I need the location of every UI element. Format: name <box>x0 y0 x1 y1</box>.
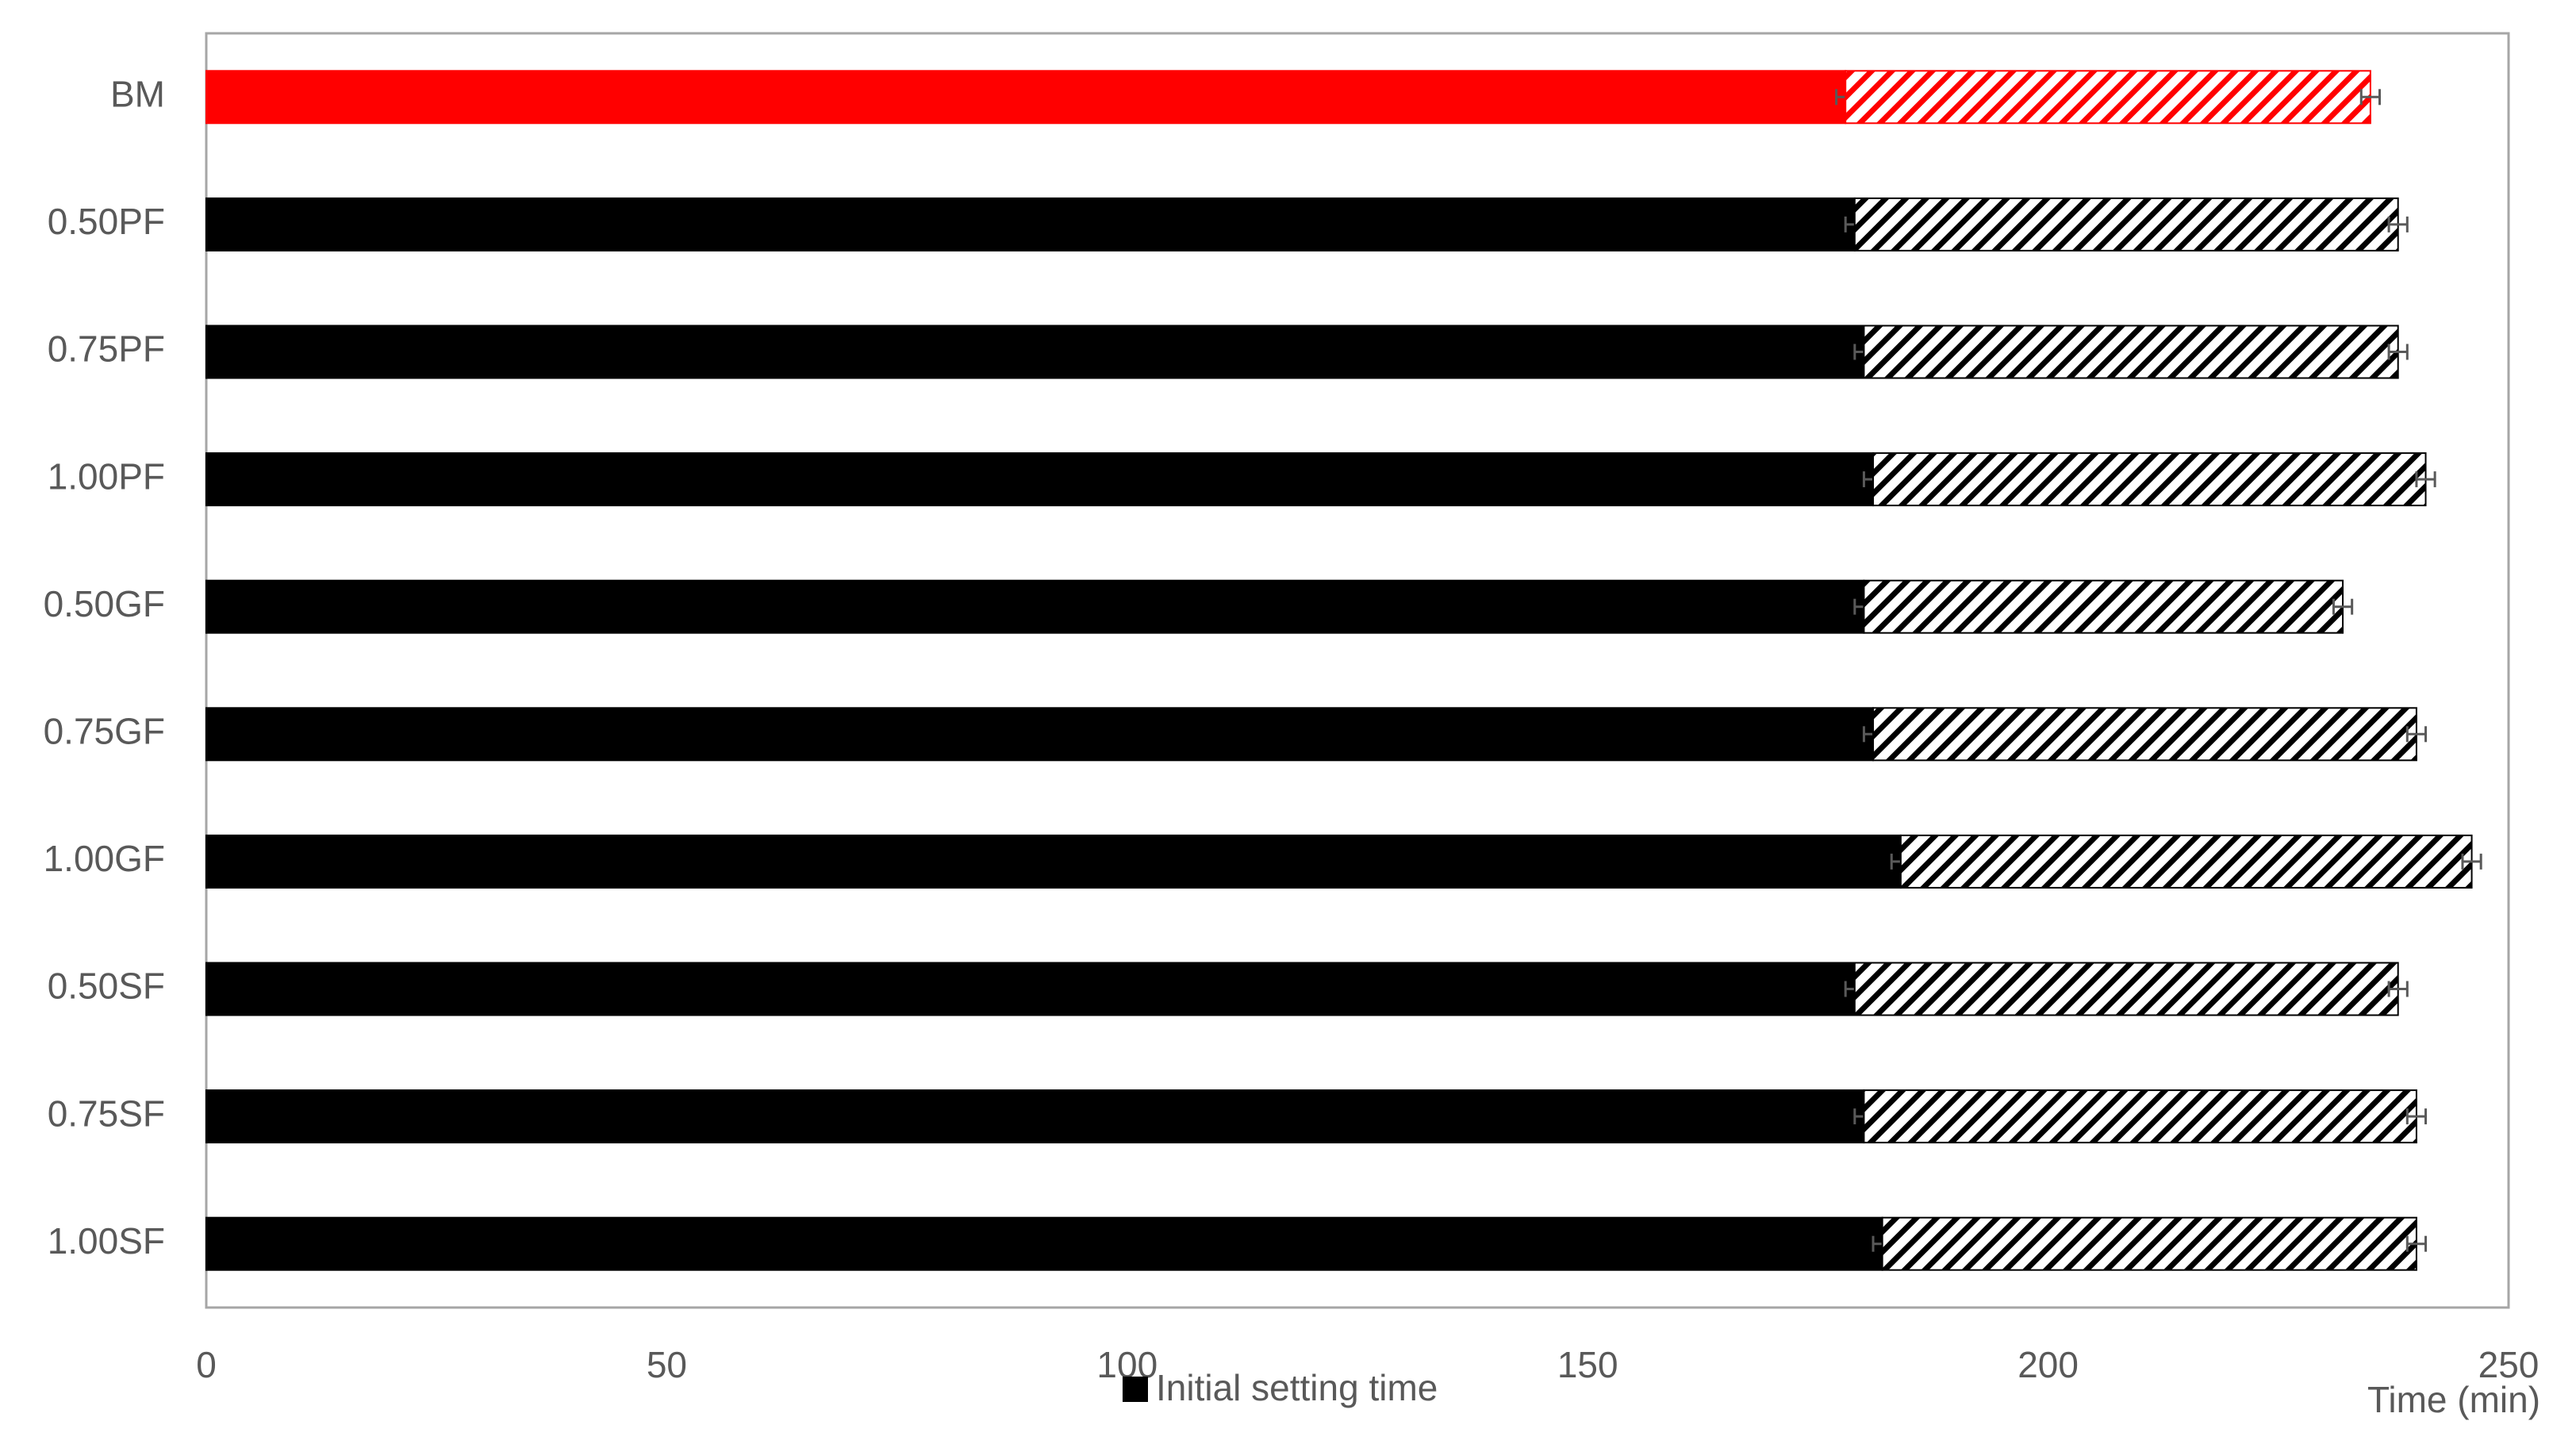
bar-segment <box>1853 197 2399 252</box>
bar-segment <box>205 452 1875 507</box>
bar-segment <box>1845 70 2371 125</box>
y-tick-label: 0.75GF <box>44 710 165 751</box>
x-tick-label: 250 <box>2478 1344 2540 1385</box>
y-tick-label: 0.75SF <box>48 1093 165 1134</box>
bar-segment <box>1863 579 2344 634</box>
x-tick-label: 0 <box>196 1344 217 1385</box>
bar-segment <box>205 962 1856 1016</box>
error-bar <box>2461 853 2482 870</box>
y-tick-label: 1.00GF <box>44 838 165 879</box>
error-bar <box>2387 216 2409 232</box>
bar-segment <box>1872 707 2417 762</box>
legend-swatch <box>1123 1377 1148 1402</box>
error-bar <box>2332 598 2354 615</box>
plot-area <box>205 32 2510 1309</box>
bar-segment <box>1872 452 2427 507</box>
y-tick-label: 1.00PF <box>48 455 165 497</box>
bar-segment <box>205 70 1847 125</box>
bar-segment <box>1853 962 2399 1016</box>
bar-segment <box>1863 325 2399 379</box>
legend-label: Initial setting time <box>1156 1367 1438 1408</box>
x-tick-label: 50 <box>647 1344 687 1385</box>
error-bar <box>2405 726 2428 743</box>
error-bar <box>2405 1108 2428 1125</box>
x-axis-label: Time (min) <box>2367 1379 2540 1420</box>
bar-segment <box>205 707 1875 762</box>
error-bar <box>2415 471 2436 488</box>
y-tick-label: BM <box>110 73 165 114</box>
bar-segment <box>1863 1089 2417 1144</box>
error-bar <box>2387 344 2409 360</box>
y-tick-label: 0.50PF <box>48 201 165 242</box>
bar-segment <box>205 579 1865 634</box>
error-bar <box>2387 981 2409 997</box>
bar-segment <box>1881 1216 2417 1271</box>
x-tick-label: 200 <box>2017 1344 2079 1385</box>
bar-segment <box>205 1089 1865 1144</box>
bar-segment <box>205 834 1902 889</box>
bar-segment <box>205 325 1865 379</box>
y-tick-label: 1.00SF <box>48 1220 165 1262</box>
y-tick-label: 0.50SF <box>48 966 165 1007</box>
x-tick-label: 150 <box>1557 1344 1618 1385</box>
y-tick-label: 0.75PF <box>48 328 165 370</box>
y-tick-label: 0.50GF <box>44 583 165 624</box>
bar-segment <box>1899 834 2473 889</box>
error-bar <box>2359 89 2381 106</box>
bar-segment <box>205 1216 1883 1271</box>
error-bar <box>2405 1235 2428 1252</box>
bar-segment <box>205 197 1856 252</box>
